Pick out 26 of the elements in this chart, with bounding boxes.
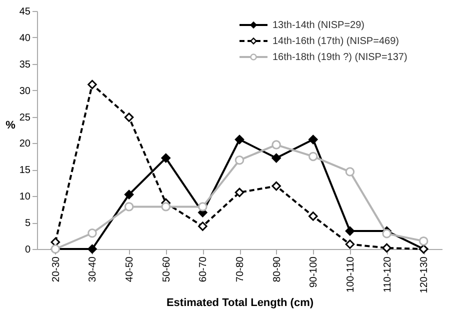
- x-tick-label: 20-30: [50, 256, 62, 282]
- y-tick-label: 30: [19, 86, 31, 97]
- x-tick-label: 100-110: [345, 256, 356, 292]
- x-axis-title: Estimated Total Length (cm): [166, 297, 314, 310]
- x-tick-label: 120-130: [419, 256, 430, 294]
- x-tick-label: 40-50: [124, 256, 136, 282]
- y-tick-label: 5: [24, 218, 31, 230]
- y-tick-label: 10: [19, 192, 31, 203]
- y-axis-title: %: [6, 120, 16, 132]
- x-tick-label: 70-80: [235, 256, 246, 282]
- y-tick-label: 45: [19, 6, 31, 18]
- x-tick-label: 50-60: [161, 256, 172, 282]
- y-tick-label: 20: [19, 138, 31, 150]
- y-tick-label: 0: [24, 244, 31, 256]
- y-tick-label: 25: [19, 112, 31, 124]
- x-tick-label: 90-100: [308, 256, 320, 288]
- y-tick-label: 15: [19, 165, 31, 176]
- legend-label: 14th-16th (17th) (NISP=469): [272, 36, 399, 47]
- x-tick-label: 60-70: [198, 256, 210, 282]
- x-tick-label: 30-40: [88, 256, 99, 282]
- legend-label: 16th-18th (19th ?) (NISP=137): [272, 52, 408, 63]
- y-tick-label: 40: [19, 32, 31, 44]
- x-tick-label: 110-120: [382, 256, 394, 292]
- y-tick-label: 35: [19, 59, 31, 70]
- legend-label: 13th-14th (NISP=29): [272, 20, 364, 31]
- x-tick-label: 80-90: [272, 256, 283, 282]
